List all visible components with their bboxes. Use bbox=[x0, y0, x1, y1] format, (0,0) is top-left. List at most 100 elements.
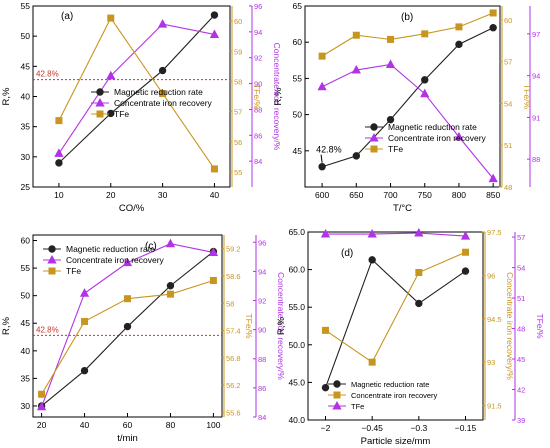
y2-tick-label: 57 bbox=[504, 58, 512, 67]
data-point bbox=[107, 14, 115, 22]
data-point bbox=[80, 366, 89, 375]
y2-axis-label: TFe/% bbox=[522, 84, 532, 109]
x-tick-label: 10 bbox=[54, 190, 64, 200]
y-tick-label: 50 bbox=[21, 31, 31, 41]
y-tick-label: 55.0 bbox=[288, 302, 305, 312]
legend-label: TFe bbox=[351, 402, 364, 411]
data-point bbox=[351, 64, 361, 74]
data-point bbox=[387, 35, 395, 43]
series-magnetic-reduction-rate bbox=[321, 256, 470, 392]
plot-frame bbox=[307, 231, 484, 421]
y3-tick-label: 51 bbox=[517, 294, 525, 303]
y-tick-label: 50 bbox=[293, 110, 303, 120]
data-point bbox=[352, 31, 360, 39]
legend-label: Magnetic reduction rate bbox=[388, 122, 477, 132]
y-tick-label: 45.0 bbox=[288, 377, 305, 387]
y3-tick-label: 88 bbox=[254, 105, 262, 114]
y3-tick-label: 48 bbox=[517, 325, 525, 334]
data-point bbox=[79, 288, 90, 297]
y-axis-label: R,% bbox=[273, 87, 284, 106]
x-tick-label: 850 bbox=[486, 190, 500, 200]
series-line bbox=[58, 23, 215, 154]
legend-label: Concentrate iron recovery bbox=[388, 133, 487, 143]
y-tick-label: 60 bbox=[21, 236, 31, 246]
x-axis-label: t/min bbox=[117, 433, 138, 444]
y2-tick-label: 60 bbox=[504, 16, 512, 25]
legend-marker bbox=[369, 132, 379, 142]
data-point bbox=[123, 322, 132, 331]
x-tick-label: −0.45 bbox=[361, 423, 383, 433]
data-point bbox=[165, 238, 176, 248]
y3-tick-label: 96 bbox=[258, 238, 266, 247]
data-point bbox=[38, 390, 46, 398]
x-axis-label: CO/% bbox=[119, 203, 145, 214]
data-point bbox=[415, 268, 423, 276]
y-tick-label: 55 bbox=[21, 263, 31, 273]
y2-tick-label: 58 bbox=[234, 77, 242, 86]
y3-axis-label: Concentrate iron recovery/% bbox=[276, 272, 286, 380]
y-tick-label: 45 bbox=[293, 146, 303, 156]
data-point bbox=[421, 76, 429, 84]
data-point bbox=[318, 163, 326, 171]
chart-panel-3: 30 35 40 45 50 55 60 20 40 60 80 100 t/min R,% 55.6 56.… bbox=[1, 234, 286, 444]
data-point bbox=[367, 228, 377, 238]
y-tick-label: 55 bbox=[293, 73, 303, 83]
reference-line-label: 42.8% bbox=[36, 325, 59, 334]
y2-tick-label: 55 bbox=[234, 168, 242, 177]
data-point bbox=[415, 299, 423, 308]
y3-tick-label: 94 bbox=[254, 28, 262, 37]
series-concentrate-iron-recovery bbox=[322, 248, 469, 366]
legend-label: Concentrate iron recovery bbox=[114, 98, 213, 108]
data-point bbox=[166, 282, 175, 290]
y-tick-label: 35 bbox=[21, 373, 31, 383]
data-point bbox=[488, 173, 498, 183]
data-point bbox=[460, 231, 471, 240]
y3-tick-label: 90 bbox=[254, 80, 262, 89]
y2-tick-label: 57 bbox=[234, 108, 242, 117]
y-tick-label: 40 bbox=[21, 346, 31, 356]
x-tick-label: 650 bbox=[349, 190, 363, 200]
y-tick-label: 45 bbox=[21, 61, 31, 71]
x-tick-label: 600 bbox=[315, 190, 329, 200]
series-concentrate-iron-recovery bbox=[36, 238, 219, 411]
y3-axis-label: Concentrate iron recovery/% bbox=[272, 43, 282, 151]
y3-tick-label: 42 bbox=[517, 386, 525, 395]
data-point bbox=[352, 152, 361, 160]
y-tick-label: 30 bbox=[21, 152, 31, 162]
legend-marker bbox=[96, 110, 104, 118]
x-tick-label: −0.15 bbox=[455, 423, 477, 433]
x-tick-label: −0.3 bbox=[410, 423, 427, 433]
legend-marker bbox=[333, 380, 341, 388]
y3-tick-label: 94 bbox=[258, 267, 266, 276]
y2-tick-label: 54 bbox=[504, 99, 512, 108]
y3-tick-label: 57 bbox=[517, 233, 525, 242]
legend-marker bbox=[332, 400, 342, 410]
y3-tick-label: 45 bbox=[517, 355, 525, 364]
data-point bbox=[368, 358, 376, 366]
y3-tick-label: 88 bbox=[532, 155, 540, 164]
y-tick-label: 60.0 bbox=[288, 265, 305, 275]
x-tick-label: 800 bbox=[452, 190, 466, 200]
y-tick-label: 45 bbox=[21, 318, 31, 328]
series-line bbox=[58, 14, 215, 164]
y3-tick-label: 39 bbox=[517, 416, 525, 425]
x-tick-label: −2 bbox=[321, 423, 331, 433]
data-point bbox=[107, 109, 115, 118]
y-tick-label: 50 bbox=[21, 291, 31, 301]
series-line bbox=[321, 12, 494, 57]
legend-marker bbox=[96, 88, 104, 96]
y-tick-label: 50.0 bbox=[288, 340, 305, 350]
y2-tick-label: 51 bbox=[504, 141, 512, 150]
annotation-arrow bbox=[320, 154, 323, 163]
y-axis-label: R,% bbox=[1, 316, 12, 335]
chart-panel-4: 40.0 45.0 50.0 55.0 60.0 65.0 −2 −0.45 −0.3 −0.15… bbox=[276, 227, 545, 447]
data-point bbox=[462, 248, 469, 256]
x-axis-label: T/°C bbox=[393, 203, 412, 214]
y3-tick-label: 94 bbox=[532, 72, 540, 81]
data-point bbox=[166, 290, 174, 298]
y3-tick-label: 92 bbox=[254, 54, 262, 63]
data-point bbox=[414, 227, 424, 237]
data-point bbox=[318, 52, 326, 60]
data-point bbox=[157, 19, 168, 28]
